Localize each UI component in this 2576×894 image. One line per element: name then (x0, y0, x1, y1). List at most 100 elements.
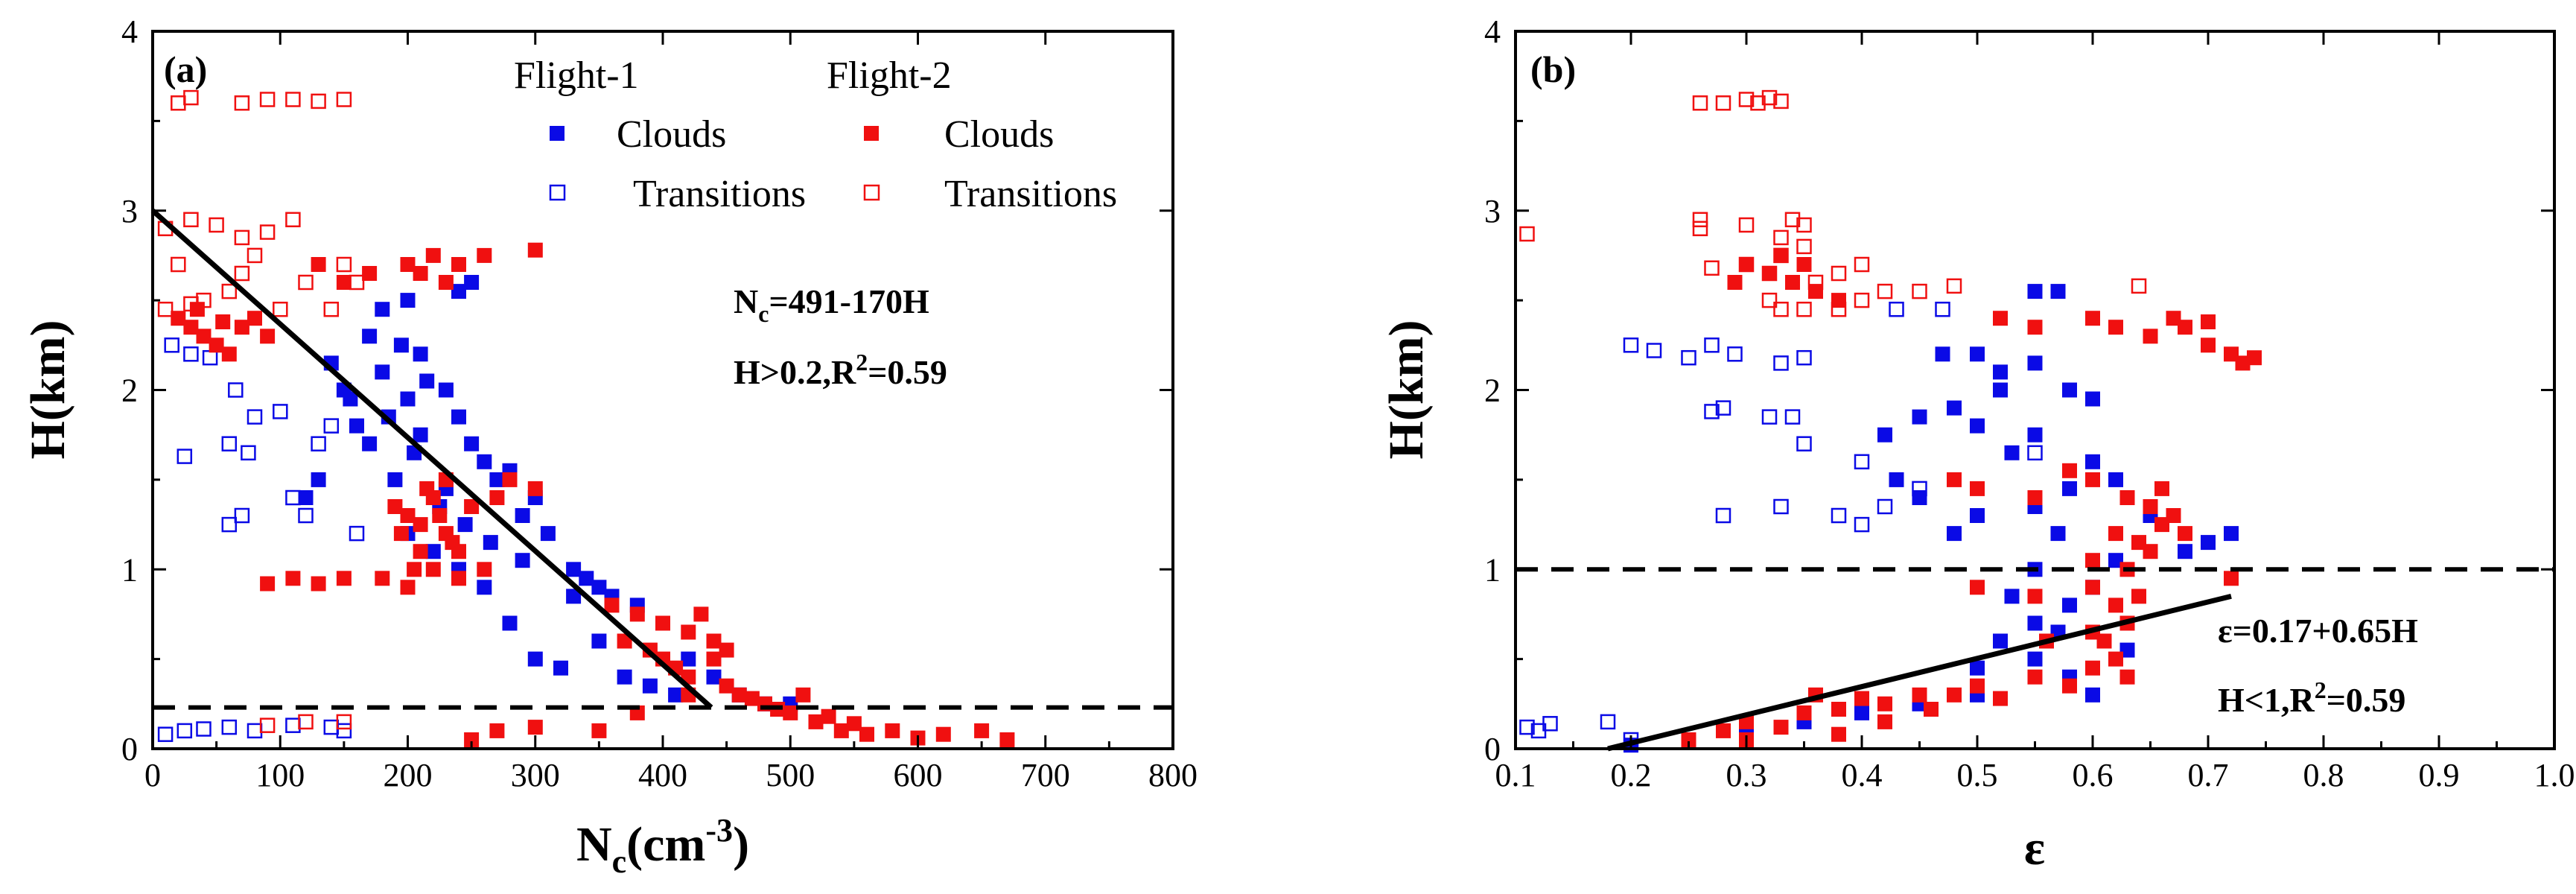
point-a-f1_trans-23 (273, 404, 288, 419)
panel-a-x-tick-label-4: 400 (638, 757, 687, 793)
point-a-f1_clouds-47 (668, 687, 684, 703)
point-b-f1_trans-21 (1519, 719, 1535, 735)
point-b-f2_clouds-0 (1739, 257, 1754, 272)
point-a-f2_clouds-63 (489, 723, 505, 738)
point-b-f2_trans-11 (1773, 229, 1789, 246)
point-a-f1_trans-21 (336, 723, 352, 739)
point-b-f1_clouds-28 (1854, 705, 1869, 720)
point-a-f1_trans-7 (285, 489, 301, 506)
point-a-f1_clouds-27 (477, 580, 492, 595)
point-b-f1_trans-16 (1912, 481, 1927, 497)
point-a-f1_clouds-4 (438, 382, 454, 398)
panel-a-x-tick-label-1: 100 (255, 757, 305, 793)
panel-b-x-tick-label-2: 0.3 (1726, 757, 1767, 793)
panel-a-x-tick-label-5: 500 (766, 757, 815, 793)
panel-b-x-tick-label-7: 0.8 (2303, 757, 2344, 793)
point-a-f2_clouds-55 (808, 714, 824, 729)
point-a-f2_clouds-48 (719, 642, 734, 658)
point-b-f2_clouds-22 (2166, 508, 2181, 523)
panel-a-cond-sup: 2 (856, 349, 868, 375)
point-a-f2_clouds-57 (859, 726, 874, 742)
point-a-f1_clouds-35 (375, 302, 390, 317)
point-b-f2_trans-23 (1877, 283, 1893, 299)
point-b-f2_clouds-55 (2131, 589, 2146, 604)
point-a-f1_trans-20 (323, 719, 340, 735)
point-a-f2_clouds-79 (432, 508, 448, 523)
point-b-f1_trans-17 (1935, 301, 1950, 317)
panel-a-y-tick-label-3: 3 (121, 193, 138, 229)
point-a-f1_clouds-26 (502, 615, 518, 631)
point-b-f2_clouds-12 (2201, 337, 2216, 353)
panel-a-eq-sub: c (758, 300, 769, 327)
panel-b-x-tick-label-9: 1.0 (2534, 757, 2575, 793)
point-a-f2_clouds-27 (464, 499, 480, 514)
panel-a-x-tick-label-7: 700 (1021, 757, 1070, 793)
point-b-f2_clouds-43 (1831, 702, 1846, 717)
point-b-f2_clouds-63 (1877, 714, 1892, 729)
point-a-f2_trans-15 (323, 301, 340, 317)
legend-marker-flight-1-clouds (550, 126, 565, 141)
chart-panel-a: 0 100 200 300 400 500 600 700 800 0 1 2 3 4 (a) Fligh… (21, 13, 1198, 880)
panel-a-x-axis-label: Nc(cm-3) (576, 812, 749, 880)
panel-b-x-tick-label-3: 0.4 (1842, 757, 1883, 793)
point-b-f2_trans-8 (1738, 217, 1755, 233)
point-a-f1_clouds-41 (362, 329, 378, 344)
panel-a-y-axis-label: H(km) (21, 320, 75, 460)
point-b-f2_clouds-29 (2027, 490, 2043, 505)
point-a-f2_clouds-81 (393, 526, 409, 542)
point-a-f2_trans-6 (336, 92, 352, 107)
point-b-f2_trans-24 (1912, 283, 1927, 299)
point-a-f2_clouds-3 (209, 337, 224, 353)
point-b-f2_trans-6 (1692, 212, 1708, 228)
point-b-f1_clouds-40 (1935, 346, 1950, 362)
point-a-f2_clouds-56 (833, 723, 849, 738)
point-a-f2_clouds-4 (221, 346, 237, 362)
point-a-f2_clouds-17 (311, 257, 326, 272)
panel-b-y-tick-label-1: 1 (1484, 551, 1501, 588)
point-b-f2_trans-17 (1831, 265, 1847, 282)
panel-a-xlabel-main: N (576, 817, 612, 872)
panel-a-x-tick-label-0: 0 (144, 757, 161, 793)
panel-b-cond-pre: H<1,R (2218, 681, 2315, 719)
point-b-f2_clouds-67 (2085, 553, 2100, 568)
point-a-f2_clouds-12 (425, 247, 441, 263)
point-b-f2_trans-3 (1750, 95, 1766, 111)
point-b-f2_clouds-15 (2235, 355, 2251, 371)
point-b-f1_trans-2 (1681, 349, 1696, 366)
point-b-f1_clouds-5 (2062, 382, 2077, 398)
panel-b-fit-line (1607, 593, 2232, 752)
point-b-f1_trans-9 (1761, 409, 1778, 425)
point-b-f2_clouds-64 (1924, 702, 1939, 717)
point-b-f2_clouds-23 (2178, 526, 2192, 542)
panel-a-fit-equation: Nc=491-170H (734, 282, 929, 327)
panel-a-eq-rest: =491-170H (769, 282, 929, 320)
point-b-f1_clouds-16 (1889, 472, 1904, 487)
point-a-f1_clouds-15 (591, 580, 607, 595)
point-a-f1_trans-0 (164, 337, 179, 353)
panel-a-x-tick-label-2: 200 (384, 757, 433, 793)
point-b-f1_clouds-17 (1947, 526, 1962, 542)
point-a-f2_trans-10 (234, 229, 250, 246)
point-b-f1_trans-14 (1831, 507, 1847, 524)
point-a-f1_clouds-8 (489, 472, 505, 487)
point-a-f1_trans-9 (349, 525, 365, 542)
panel-a-xlabel-unit-open: (cm (626, 817, 705, 872)
point-a-f1_clouds-20 (706, 669, 722, 685)
point-a-f1_trans-14 (157, 726, 174, 742)
point-a-f2_trans-13 (336, 256, 352, 273)
point-a-f1_trans-11 (323, 418, 340, 434)
point-a-f1_clouds-50 (483, 535, 498, 551)
point-a-f2_clouds-47 (706, 633, 722, 649)
point-b-f2_clouds-44 (1796, 705, 1812, 720)
point-b-f2_clouds-1 (1762, 266, 1777, 281)
point-b-f2_clouds-16 (2166, 311, 2181, 326)
point-a-f2_trans-1 (183, 89, 199, 106)
point-a-f2_clouds-68 (617, 633, 632, 649)
point-a-f1_clouds-57 (393, 337, 409, 353)
point-b-f2_clouds-31 (1947, 472, 1962, 487)
point-a-f1_clouds-56 (419, 373, 435, 389)
point-b-f2_clouds-48 (1970, 580, 1985, 595)
point-a-f2_clouds-65 (591, 723, 607, 738)
point-b-f2_clouds-58 (1877, 696, 1892, 711)
